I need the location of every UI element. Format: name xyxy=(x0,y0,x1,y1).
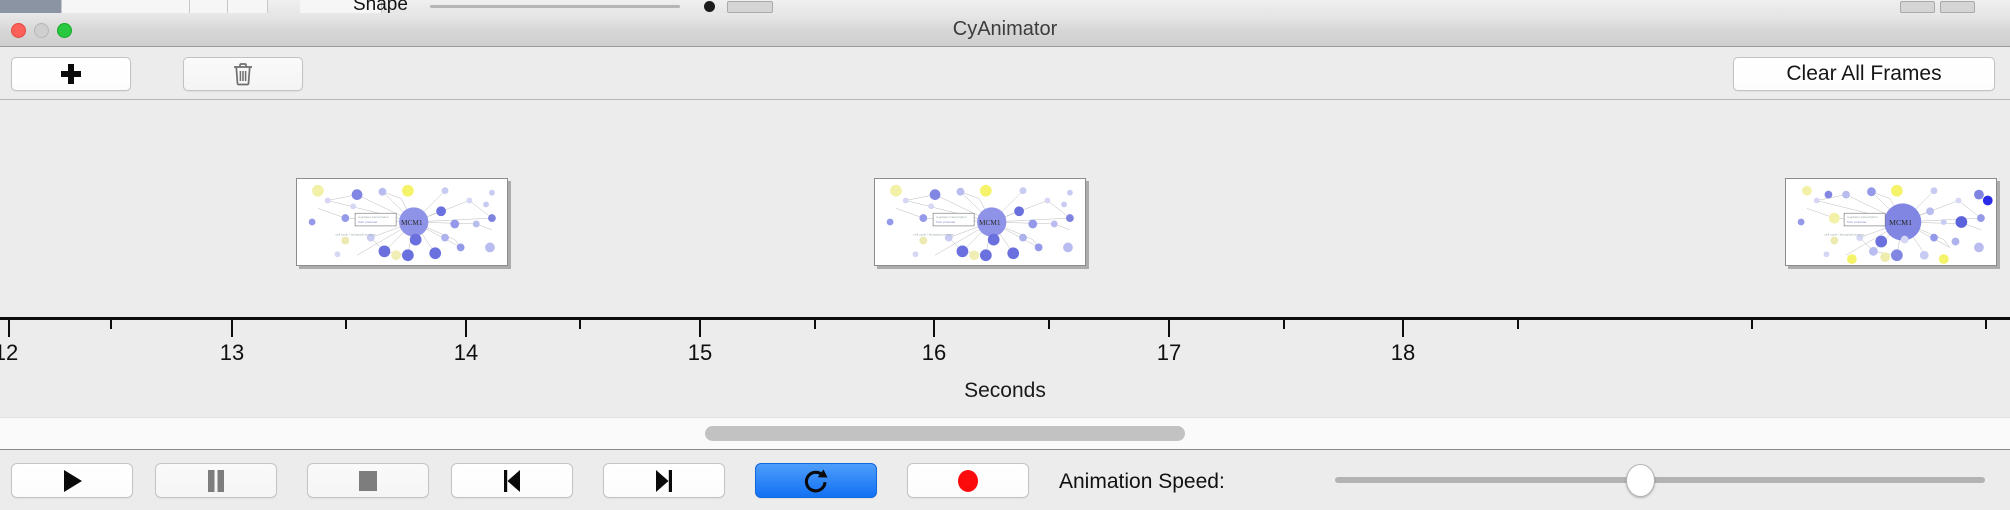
axis-minor-tick xyxy=(345,320,347,329)
axis-major-tick xyxy=(465,320,467,337)
delete-frame-button[interactable] xyxy=(183,57,303,91)
pause-button[interactable] xyxy=(155,463,277,498)
bg-box xyxy=(1900,1,1935,13)
timeline-track[interactable]: regulates transcription from promoter ce… xyxy=(0,100,2010,317)
axis-line xyxy=(0,317,2010,320)
bg-tab xyxy=(62,0,190,13)
pause-icon xyxy=(208,469,224,492)
skip-backward-icon xyxy=(504,469,520,492)
traffic-light-group xyxy=(11,23,72,38)
axis-tick-label: 14 xyxy=(453,340,479,365)
svg-text:cell cycle / biological proces: cell cycle / biological process xyxy=(336,233,376,237)
clear-all-frames-label: Clear All Frames xyxy=(1786,62,1942,85)
axis-tick-label: 15 xyxy=(687,340,713,365)
axis-tick-label: 12 xyxy=(0,340,19,365)
frame-thumbnail[interactable]: regulates transcription from promoter ce… xyxy=(874,178,1086,266)
animation-speed-label: Animation Speed: xyxy=(1059,470,1225,493)
axis-title: Seconds xyxy=(964,379,1046,402)
hub-node-label: MCM1 xyxy=(979,218,1001,227)
axis-minor-tick xyxy=(814,320,816,329)
svg-text:cell cycle / biological proces: cell cycle / biological process xyxy=(914,233,954,237)
bg-box xyxy=(727,1,773,13)
svg-text:from promoter: from promoter xyxy=(936,220,956,224)
cyanimator-window: CyAnimator Clear All Frames xyxy=(0,13,2010,510)
svg-text:from promoter: from promoter xyxy=(358,220,378,224)
network-graph-thumbnail: regulates transcription from promoter ce… xyxy=(308,184,496,262)
axis-minor-tick xyxy=(1985,320,1987,329)
hub-node-label: MCM1 xyxy=(1889,218,1912,227)
bg-box xyxy=(1940,1,1975,13)
skip-to-end-button[interactable] xyxy=(603,463,725,498)
svg-text:regulates transcription: regulates transcription xyxy=(936,215,967,219)
frame-thumbnail[interactable]: regulates transcription from promoter ce… xyxy=(1785,178,1997,266)
bg-tab xyxy=(300,0,382,13)
record-button[interactable] xyxy=(907,463,1029,498)
stop-button[interactable] xyxy=(307,463,429,498)
axis-major-tick xyxy=(231,320,233,337)
axis-minor-tick xyxy=(1517,320,1519,329)
skip-forward-icon xyxy=(656,469,672,492)
play-icon xyxy=(64,469,82,492)
axis-tick-label: 13 xyxy=(219,340,245,365)
skip-to-start-button[interactable] xyxy=(451,463,573,498)
bg-slider-knob xyxy=(704,1,715,12)
axis-minor-tick xyxy=(1751,320,1753,329)
axis-major-tick xyxy=(1402,320,1404,337)
horizontal-scrollbar-thumb[interactable] xyxy=(705,426,1185,441)
svg-text:regulates transcription: regulates transcription xyxy=(358,215,389,219)
axis-tick-label: 17 xyxy=(1156,340,1182,365)
window-title: CyAnimator xyxy=(952,18,1058,40)
hub-node-label: MCM1 xyxy=(401,218,423,227)
background-window-strip: Shape xyxy=(0,0,2010,13)
trash-icon xyxy=(234,63,252,86)
bg-fragment-text: Shape xyxy=(353,0,408,13)
add-frame-button[interactable] xyxy=(11,57,131,91)
svg-text:regulates transcription: regulates transcription xyxy=(1847,215,1878,219)
axis-minor-tick xyxy=(579,320,581,329)
axis-major-tick xyxy=(933,320,935,337)
horizontal-scrollbar[interactable] xyxy=(0,417,2010,450)
playback-toolbar: Animation Speed: xyxy=(0,450,2010,510)
speed-slider-thumb[interactable] xyxy=(1626,464,1655,497)
loop-button[interactable] xyxy=(755,463,877,498)
loop-icon xyxy=(804,469,828,492)
axis-major-tick xyxy=(699,320,701,337)
axis-major-tick xyxy=(1168,320,1170,337)
network-graph-thumbnail: regulates transcription from promoter ce… xyxy=(886,184,1074,262)
axis-minor-tick xyxy=(1283,320,1285,329)
svg-text:from promoter: from promoter xyxy=(1847,220,1867,224)
minimize-button[interactable] xyxy=(34,23,49,38)
network-graph-thumbnail: regulates transcription from promoter ce… xyxy=(1797,184,1993,265)
axis-tick-label: 16 xyxy=(921,340,947,365)
axis-major-tick xyxy=(8,320,10,337)
animation-speed-slider[interactable] xyxy=(1335,464,1985,497)
bg-slider-track xyxy=(430,5,680,8)
axis-minor-tick xyxy=(110,320,112,329)
timeline-axis: 12 13 14 15 16 17 18 Seconds xyxy=(0,317,2010,417)
axis-tick-label: 18 xyxy=(1390,340,1416,365)
toolbar: Clear All Frames xyxy=(0,47,2010,100)
axis-minor-tick xyxy=(1048,320,1050,329)
svg-text:cell cycle / biological proces: cell cycle / biological process xyxy=(1825,233,1865,237)
play-button[interactable] xyxy=(11,463,133,498)
record-icon xyxy=(958,469,978,492)
zoom-button[interactable] xyxy=(57,23,72,38)
stop-icon xyxy=(359,470,377,491)
clear-all-frames-button[interactable]: Clear All Frames xyxy=(1733,57,1995,91)
speed-slider-track xyxy=(1335,477,1985,483)
title-bar: CyAnimator xyxy=(0,13,2010,47)
plus-icon xyxy=(61,64,81,84)
bg-tab xyxy=(0,0,62,13)
bg-tab xyxy=(228,0,268,13)
close-button[interactable] xyxy=(11,23,26,38)
frame-thumbnail[interactable]: regulates transcription from promoter ce… xyxy=(296,178,508,266)
bg-tab xyxy=(190,0,228,13)
